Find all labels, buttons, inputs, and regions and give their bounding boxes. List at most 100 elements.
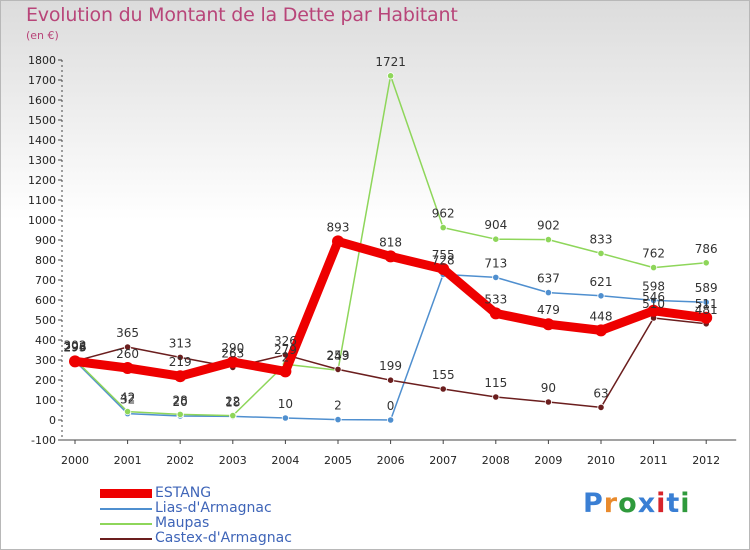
brand-letter: x — [637, 488, 657, 519]
y-tick-label: 900 — [35, 234, 56, 247]
y-tick-label: 300 — [35, 354, 56, 367]
x-tick-label: 2009 — [534, 454, 562, 467]
y-tick-label: 0 — [49, 414, 56, 427]
x-tick-label: 2001 — [114, 454, 142, 467]
data-label: 511 — [695, 297, 718, 311]
data-label: 786 — [695, 242, 718, 256]
legend-label: Lias-d'Armagnac — [155, 500, 272, 516]
brand-letter: r — [603, 488, 619, 519]
data-label: 893 — [327, 220, 350, 234]
y-tick-label: 500 — [35, 314, 56, 327]
data-point — [702, 259, 710, 267]
data-point — [702, 298, 710, 306]
data-point — [386, 416, 395, 424]
data-label: 253 — [327, 348, 350, 362]
y-tick-label: 400 — [35, 334, 56, 347]
x-tick-label: 2000 — [61, 454, 89, 467]
data-point — [437, 263, 450, 275]
data-point — [544, 288, 553, 297]
data-label: 302 — [64, 339, 87, 353]
data-label: 293 — [64, 340, 87, 354]
data-label: 479 — [537, 303, 560, 317]
data-point — [492, 235, 500, 243]
y-tick-label: 1700 — [28, 74, 56, 87]
data-label: 294 — [64, 340, 87, 354]
data-point — [124, 407, 132, 416]
data-label: 20 — [173, 395, 188, 409]
y-tick-label: 1400 — [28, 134, 56, 147]
data-label: 713 — [484, 256, 507, 270]
y-tick-label: 1000 — [28, 214, 56, 227]
data-point — [544, 236, 553, 244]
data-point — [649, 263, 658, 272]
legend-label: Castex-d'Armagnac — [155, 530, 292, 546]
y-tick-label: 1200 — [28, 174, 56, 187]
data-point — [597, 403, 605, 411]
data-label: 448 — [590, 309, 613, 323]
legend-label: ESTANG — [155, 485, 212, 501]
data-label: 28 — [173, 393, 188, 407]
data-point — [492, 273, 500, 281]
data-label: 90 — [541, 381, 556, 395]
data-point — [174, 370, 187, 383]
x-tick-label: 2007 — [429, 454, 457, 467]
x-tick-label: 2010 — [587, 454, 615, 467]
data-point — [229, 411, 237, 420]
data-label: 818 — [379, 235, 402, 249]
data-label: 63 — [593, 386, 608, 400]
data-point — [439, 224, 447, 232]
legend-swatch — [100, 538, 152, 540]
data-label: 902 — [537, 219, 560, 233]
data-label: 249 — [327, 349, 350, 363]
y-tick-label: 1800 — [28, 54, 56, 67]
data-label: 155 — [432, 368, 455, 382]
data-point — [279, 365, 292, 378]
data-label: 962 — [432, 207, 455, 221]
data-label: 296 — [64, 340, 87, 354]
y-tick-label: 700 — [35, 274, 56, 287]
y-tick-label: 200 — [35, 374, 56, 387]
x-tick-label: 2008 — [482, 454, 510, 467]
data-label: 904 — [484, 218, 507, 232]
data-label: 2 — [282, 350, 290, 364]
y-tick-label: 600 — [35, 294, 56, 307]
y-tick-label: -100 — [31, 434, 56, 447]
chart-title: Evolution du Montant de la Dette par Hab… — [26, 4, 458, 26]
data-label: 833 — [590, 232, 613, 246]
data-point — [542, 318, 555, 331]
data-label: 621 — [590, 275, 613, 289]
data-point — [281, 414, 289, 422]
unit-label: (en €) — [26, 29, 59, 42]
data-label: 728 — [432, 253, 455, 267]
x-tick-label: 2002 — [166, 454, 194, 467]
series-estang — [69, 235, 713, 383]
data-label: 10 — [278, 397, 293, 411]
axes: -100010020030040050060070080090010001100… — [28, 54, 737, 467]
data-label: 199 — [379, 359, 402, 373]
series-layer — [69, 72, 713, 424]
data-point — [69, 355, 81, 368]
brand-logo: Proxiti — [583, 488, 691, 519]
brand-letter: i — [656, 488, 667, 519]
data-point — [595, 324, 607, 337]
legend-swatch — [100, 508, 152, 510]
data-point — [386, 376, 395, 384]
data-point — [647, 304, 660, 317]
x-tick-label: 2004 — [271, 454, 299, 467]
data-label: 115 — [484, 376, 507, 390]
data-label: 533 — [484, 292, 507, 306]
legend-swatch — [100, 489, 152, 498]
data-label: 326 — [274, 334, 297, 348]
data-point — [386, 72, 395, 80]
data-point — [226, 356, 239, 368]
data-label: 22 — [225, 395, 240, 409]
data-label: 365 — [116, 326, 139, 340]
data-label: 263 — [221, 346, 244, 360]
x-tick-label: 2005 — [324, 454, 352, 467]
data-point — [124, 343, 132, 351]
brand-letter: o — [618, 488, 638, 519]
data-label: 32 — [120, 393, 135, 407]
brand-letter: t — [666, 488, 681, 519]
data-point — [439, 385, 447, 393]
